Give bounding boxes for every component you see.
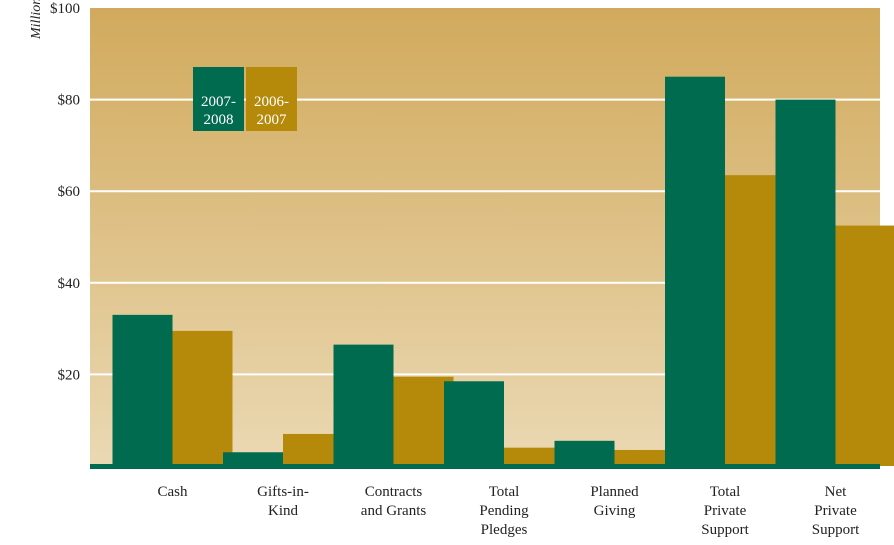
bar [665,76,725,466]
bar [504,447,564,466]
bar [283,433,343,466]
legend-label: 2006-2007 [254,94,289,128]
x-category-label: Planned Giving [590,484,639,519]
x-category-label: Total Private Support [701,484,749,538]
y-tick-label: $20 [58,367,81,383]
bar [614,449,675,466]
bar [835,225,894,466]
x-category-label: Contracts and Grants [361,484,427,519]
legend-label: 2007-2008 [201,94,236,128]
bar [775,99,836,466]
y-tick-label: $80 [58,93,81,109]
y-tick-label: $100 [50,1,80,17]
legend-swatch [246,67,297,131]
x-category-label: Total Pending Pledges [479,484,529,538]
y-tick-label: $40 [58,276,81,292]
x-category-label: Gifts-in-Kind [257,484,309,519]
x-category-label: Net Private Support [812,484,860,538]
bar [223,452,283,466]
bar [393,376,454,466]
bar [112,314,173,466]
legend-item: 2007-2008 [193,67,244,131]
x-axis-baseline [90,464,880,469]
bars [112,76,894,467]
y-axis-ticks: $20 $40 $60 $80 $100 [50,1,80,383]
bar [172,330,233,466]
y-tick-label: $60 [58,184,81,200]
x-category-label: Cash [158,484,189,500]
y-axis-unit-label: Millions [29,0,44,40]
x-axis-categories: Cash Gifts-in-Kind Contracts and Grants Tota… [158,484,861,538]
legend-swatch [193,67,244,131]
legend-item: 2006-2007 [246,67,297,131]
bar [725,175,785,467]
legend: 2007-2008 2006-2007 [193,67,297,131]
bar [554,440,615,466]
bar [444,381,504,466]
bar [333,344,394,466]
